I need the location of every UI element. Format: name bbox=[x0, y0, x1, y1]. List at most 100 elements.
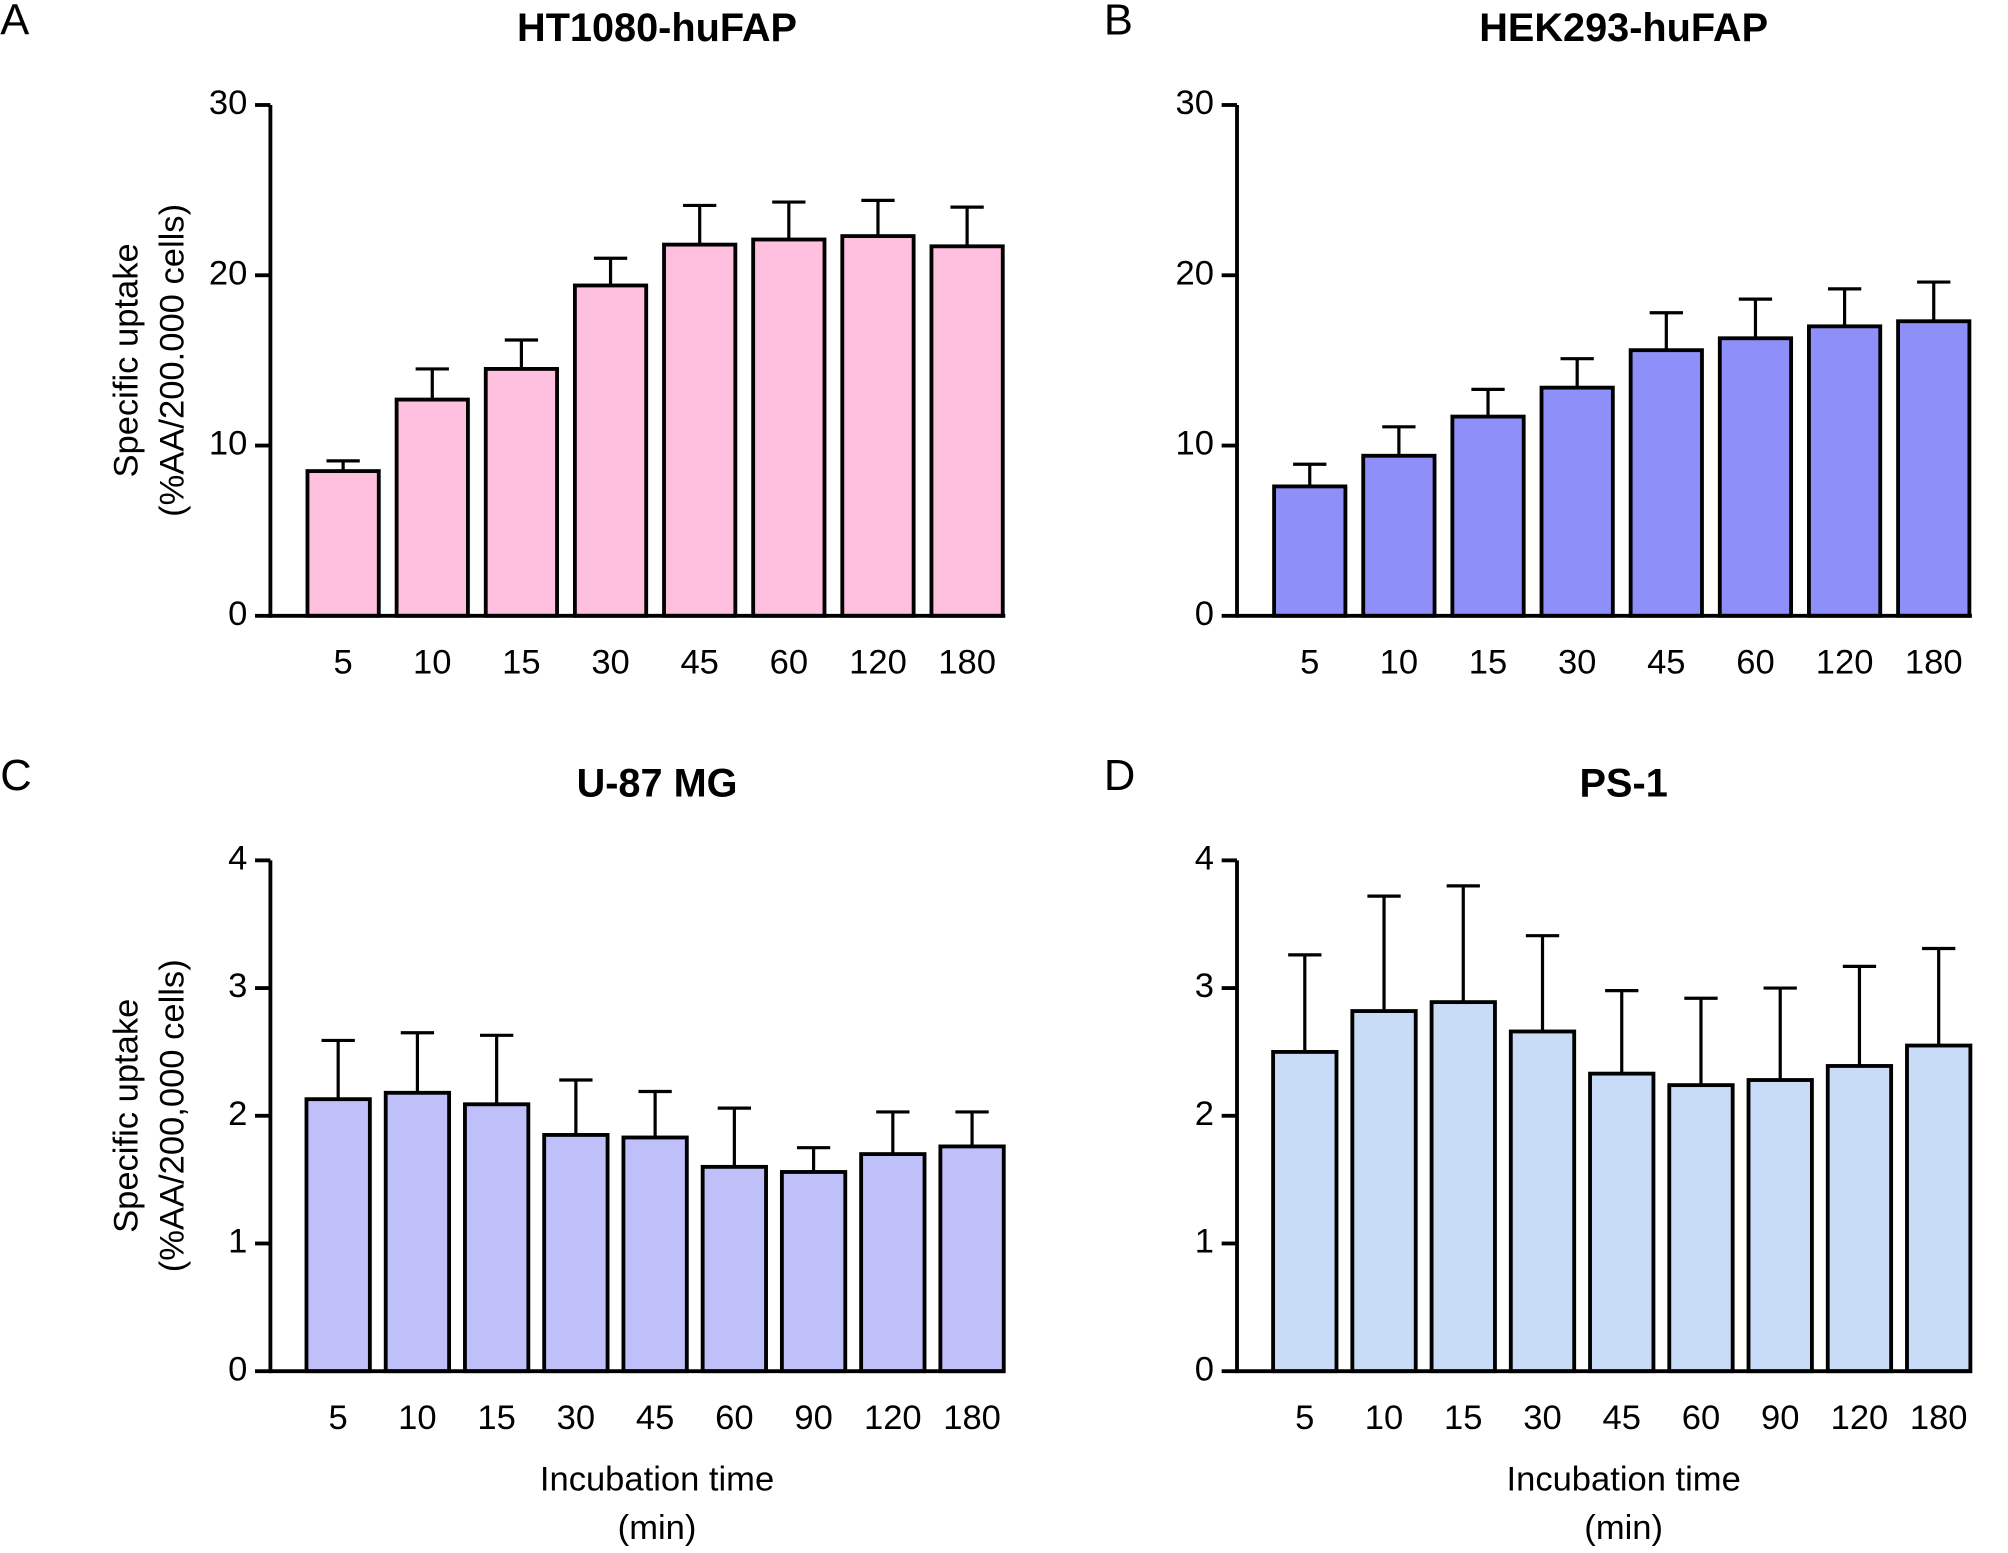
bar bbox=[1628, 348, 1704, 618]
y-tick-label: 4 bbox=[228, 839, 247, 877]
bar bbox=[1588, 1071, 1656, 1374]
y-axis-label: Specific uptake bbox=[107, 999, 145, 1233]
x-tick-label: 30 bbox=[1523, 1399, 1561, 1437]
x-tick-label: 60 bbox=[715, 1399, 753, 1437]
bar bbox=[305, 469, 381, 618]
bar bbox=[1896, 319, 1972, 618]
bar bbox=[383, 1090, 452, 1374]
bar bbox=[1905, 1043, 1973, 1374]
y-tick-label: 1 bbox=[228, 1223, 247, 1261]
bar bbox=[1429, 1000, 1497, 1374]
x-tick-label: 180 bbox=[1905, 644, 1963, 682]
bar bbox=[700, 1164, 768, 1374]
x-tick-label: 15 bbox=[477, 1399, 515, 1437]
x-axis-label: (min) bbox=[1584, 1509, 1663, 1547]
x-tick-label: 60 bbox=[770, 644, 808, 682]
y-tick-label: 4 bbox=[1195, 839, 1214, 877]
y-tick-label: 0 bbox=[228, 595, 247, 633]
bar bbox=[1746, 1078, 1814, 1374]
panel-letter: A bbox=[0, 0, 29, 45]
y-tick-label: 0 bbox=[228, 1350, 247, 1388]
x-tick-label: 45 bbox=[680, 644, 718, 682]
x-tick-label: 90 bbox=[1761, 1399, 1799, 1437]
y-axis-label: (%AA/200,000 cells) bbox=[153, 959, 191, 1272]
x-tick-label: 5 bbox=[334, 644, 353, 682]
bar bbox=[572, 283, 649, 618]
bar bbox=[621, 1135, 689, 1374]
bar bbox=[929, 244, 1005, 618]
panel-letter: B bbox=[1104, 0, 1133, 45]
bar bbox=[1825, 1064, 1894, 1374]
x-tick-label: 30 bbox=[591, 644, 629, 682]
y-tick-label: 30 bbox=[1176, 84, 1214, 122]
x-tick-label: 120 bbox=[1816, 644, 1874, 682]
bar bbox=[1450, 414, 1526, 618]
x-tick-label: 10 bbox=[1365, 1399, 1403, 1437]
bar bbox=[840, 234, 916, 618]
x-tick-label: 180 bbox=[943, 1399, 1001, 1437]
chart-title: HT1080-huFAP bbox=[517, 6, 797, 50]
x-tick-label: 15 bbox=[1469, 644, 1507, 682]
bar bbox=[304, 1097, 372, 1374]
y-tick-label: 10 bbox=[209, 425, 247, 463]
x-tick-label: 180 bbox=[1910, 1399, 1968, 1437]
bar bbox=[1361, 453, 1437, 618]
y-tick-label: 30 bbox=[209, 84, 247, 122]
x-tick-label: 5 bbox=[329, 1399, 348, 1437]
y-tick-label: 2 bbox=[1195, 1095, 1214, 1133]
y-tick-label: 0 bbox=[1195, 595, 1214, 633]
y-tick-label: 10 bbox=[1176, 425, 1214, 463]
x-tick-label: 60 bbox=[1682, 1399, 1720, 1437]
x-tick-label: 60 bbox=[1736, 644, 1774, 682]
bar bbox=[1271, 1050, 1339, 1374]
y-tick-label: 1 bbox=[1195, 1223, 1214, 1261]
y-axis-label: (%AA/200.000 cells) bbox=[153, 204, 191, 517]
bar bbox=[1350, 1009, 1418, 1374]
bar bbox=[463, 1102, 531, 1374]
chart-title: U-87 MG bbox=[577, 762, 738, 806]
bar bbox=[859, 1152, 927, 1374]
bar bbox=[1807, 324, 1883, 618]
bar bbox=[662, 242, 738, 618]
x-tick-label: 10 bbox=[398, 1399, 436, 1437]
x-tick-label: 15 bbox=[502, 644, 540, 682]
bar bbox=[1717, 336, 1794, 618]
y-tick-label: 0 bbox=[1195, 1350, 1214, 1388]
y-tick-label: 20 bbox=[209, 254, 247, 292]
x-axis-label: Incubation time bbox=[1507, 1460, 1741, 1498]
y-tick-label: 20 bbox=[1176, 254, 1214, 292]
x-tick-label: 45 bbox=[1647, 644, 1685, 682]
bar bbox=[1272, 484, 1348, 618]
panel-letter: C bbox=[0, 752, 31, 800]
y-axis-label: Specific uptake bbox=[107, 243, 145, 477]
x-tick-label: 10 bbox=[413, 644, 451, 682]
bar bbox=[938, 1144, 1006, 1374]
x-tick-label: 45 bbox=[1603, 1399, 1641, 1437]
x-tick-label: 180 bbox=[938, 644, 996, 682]
x-tick-label: 15 bbox=[1444, 1399, 1482, 1437]
bar bbox=[542, 1133, 610, 1374]
bar bbox=[394, 397, 470, 618]
x-axis-label: (min) bbox=[618, 1509, 697, 1547]
x-tick-label: 10 bbox=[1380, 644, 1418, 682]
x-tick-label: 90 bbox=[794, 1399, 832, 1437]
panel-letter: D bbox=[1104, 752, 1135, 800]
y-tick-label: 3 bbox=[1195, 967, 1214, 1005]
x-tick-label: 5 bbox=[1300, 644, 1319, 682]
x-axis-label: Incubation time bbox=[540, 1460, 774, 1498]
bar bbox=[1539, 385, 1615, 618]
x-tick-label: 30 bbox=[557, 1399, 595, 1437]
bar bbox=[483, 366, 559, 618]
x-tick-label: 30 bbox=[1558, 644, 1596, 682]
bar bbox=[751, 237, 827, 618]
bar bbox=[779, 1170, 848, 1374]
x-tick-label: 120 bbox=[1831, 1399, 1889, 1437]
y-tick-label: 2 bbox=[228, 1095, 247, 1133]
y-tick-label: 3 bbox=[228, 967, 247, 1005]
x-tick-label: 120 bbox=[864, 1399, 922, 1437]
x-tick-label: 5 bbox=[1295, 1399, 1314, 1437]
chart-title: PS-1 bbox=[1580, 762, 1668, 806]
x-tick-label: 120 bbox=[849, 644, 907, 682]
chart-title: HEK293-huFAP bbox=[1479, 6, 1768, 50]
